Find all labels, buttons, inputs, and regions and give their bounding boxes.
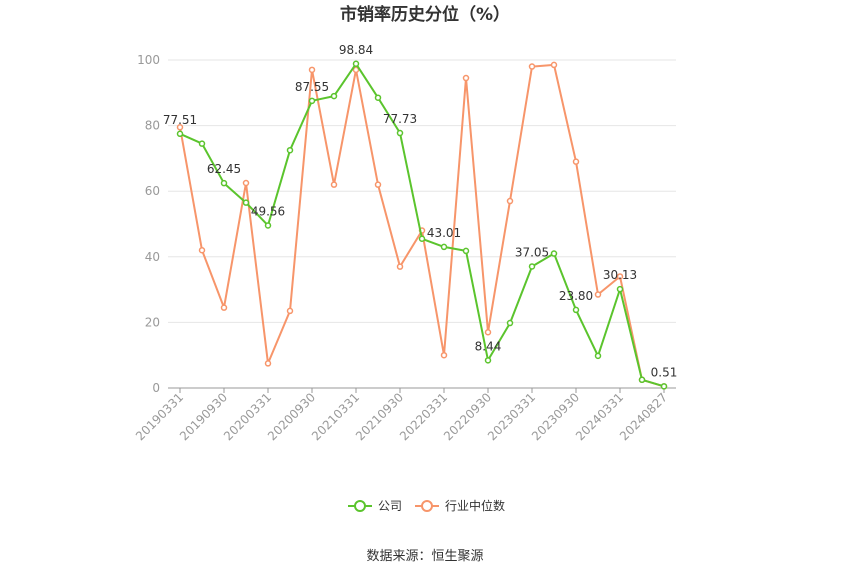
legend-marker — [354, 500, 366, 512]
x-tick-label: 20240827 — [617, 390, 670, 443]
data-label: 43.01 — [427, 226, 461, 240]
data-source: 数据来源：恒生聚源 — [366, 549, 483, 564]
series-1-point — [528, 63, 536, 70]
legend-label: 公司 — [378, 499, 402, 513]
series-1-point — [484, 328, 492, 336]
legend-marker — [421, 500, 433, 512]
series-1-point — [330, 181, 338, 188]
series-1-point — [308, 66, 316, 74]
series-0-point — [462, 247, 470, 255]
series-0-point — [440, 243, 448, 251]
data-label: 87.55 — [295, 80, 329, 94]
series-1-point — [374, 181, 382, 188]
series-0-point — [176, 130, 184, 138]
series-1-point — [198, 246, 206, 254]
series-1-point — [506, 197, 514, 205]
series-1-point — [286, 307, 294, 315]
series-1-point — [352, 66, 360, 74]
data-labels: 77.51 62.45 49.56 87.55 98.84 77.73 43.01 8.44 3… — [163, 43, 678, 380]
series-1-point — [440, 351, 448, 359]
chart-title: 市销率历史分位（%） — [340, 4, 510, 25]
data-label: 98.84 — [339, 43, 373, 57]
series-0-point — [550, 250, 558, 257]
series-line-0 — [179, 62, 665, 388]
legend-item-0[interactable]: 公司 — [348, 499, 402, 513]
legend-item-1[interactable]: 行业中位数 — [415, 498, 505, 513]
series-0-point — [220, 179, 228, 187]
series-1-point — [616, 273, 624, 280]
series-0-point — [572, 306, 580, 314]
series-1-point — [264, 360, 272, 367]
series-1-point — [594, 291, 602, 298]
series-0-point — [616, 285, 624, 293]
data-label: 8.44 — [475, 339, 502, 353]
series-line-1 — [179, 63, 665, 388]
series-0-point — [242, 199, 250, 206]
series-0-point — [638, 376, 646, 384]
data-label: 49.56 — [251, 204, 285, 218]
series-0-point — [330, 92, 338, 100]
series-0-point — [286, 146, 294, 154]
series-0-point — [506, 319, 514, 327]
series-0-point — [374, 94, 382, 101]
series-0-point — [352, 60, 360, 68]
data-label: 77.73 — [383, 112, 417, 126]
series-0-point — [308, 97, 316, 105]
y-tick-label: 0 — [152, 381, 160, 395]
legend[interactable]: 公司 行业中位数 — [348, 498, 505, 513]
y-tick-label: 100 — [137, 53, 160, 67]
y-tick-label: 60 — [145, 184, 160, 198]
data-label: 30.13 — [603, 268, 637, 282]
series-0-point — [528, 263, 536, 270]
series-0-point — [418, 235, 426, 243]
data-label: 77.51 — [163, 113, 197, 127]
series-0-point — [660, 383, 668, 390]
series-1-point — [462, 74, 470, 82]
legend-label: 行业中位数 — [445, 498, 505, 513]
series-1-point — [220, 304, 228, 311]
data-label: 0.51 — [651, 365, 678, 379]
y-tick-label: 20 — [145, 315, 160, 329]
series — [176, 60, 668, 390]
series-0-point — [396, 129, 404, 137]
y-tick-label: 40 — [145, 250, 160, 264]
data-label: 37.05 — [515, 245, 549, 259]
series-0-point — [264, 222, 272, 229]
y-tick-label: 80 — [145, 119, 160, 133]
series-1-point — [550, 61, 558, 69]
series-0-point — [594, 352, 602, 360]
series-1-point — [572, 158, 580, 165]
series-1-point — [396, 263, 404, 270]
series-1-point — [242, 179, 250, 187]
data-label: 62.45 — [207, 162, 241, 176]
series-1-point — [176, 123, 184, 131]
series-0-point — [198, 140, 206, 147]
series-0-point — [484, 357, 492, 364]
data-label: 23.80 — [559, 289, 593, 303]
